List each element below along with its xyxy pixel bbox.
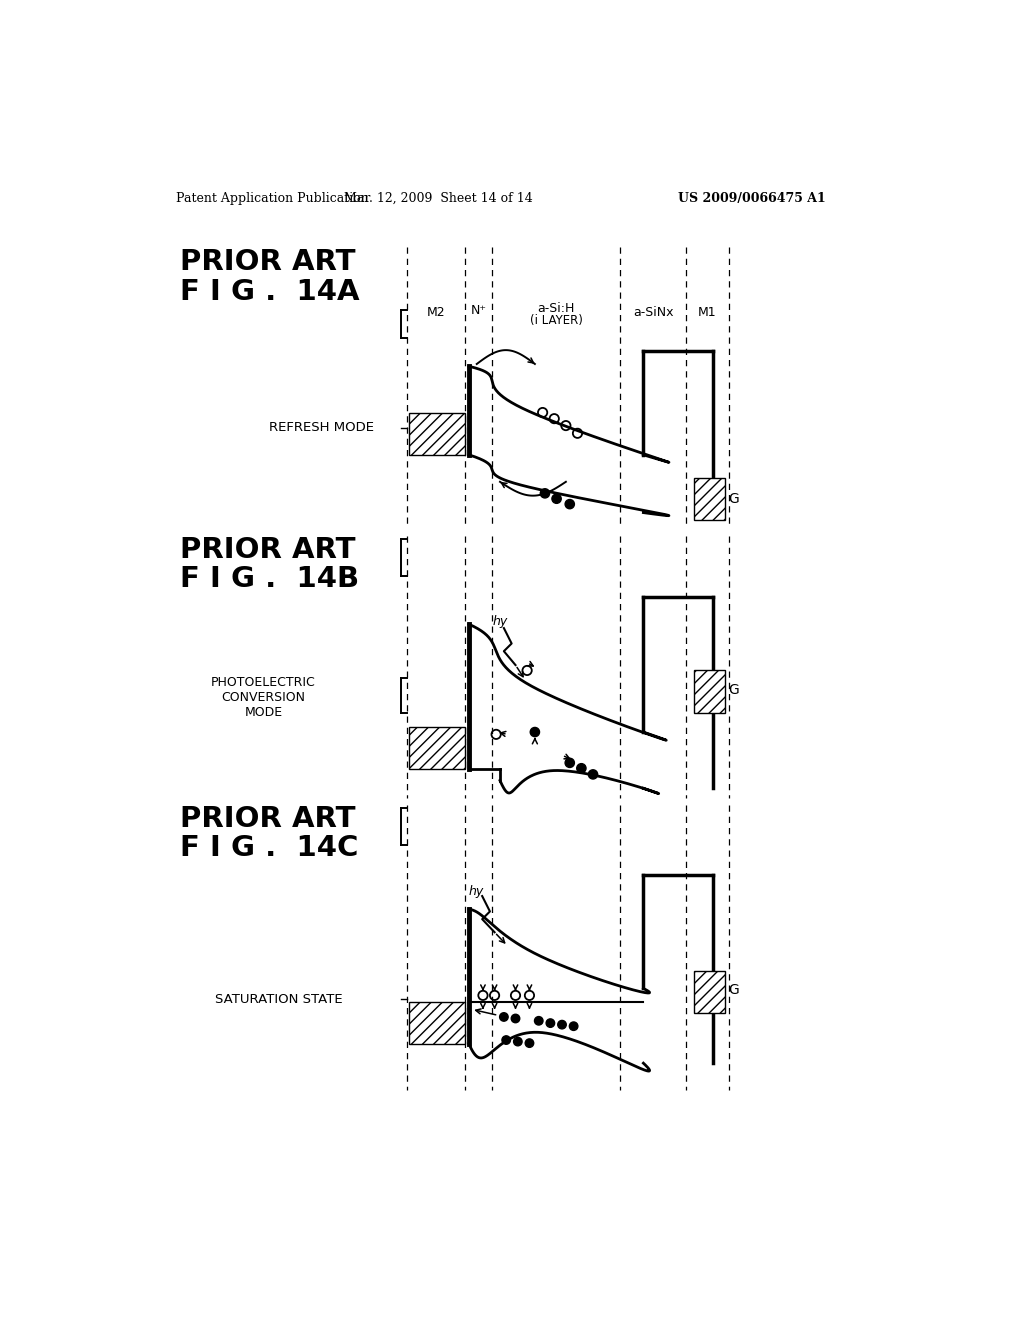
Text: PRIOR ART: PRIOR ART (180, 805, 355, 833)
Circle shape (552, 494, 561, 503)
Circle shape (535, 1016, 543, 1026)
Circle shape (558, 1020, 566, 1028)
Circle shape (569, 1022, 578, 1031)
Text: D: D (414, 1016, 423, 1028)
Text: hy: hy (493, 615, 508, 628)
Text: REFRESH MODE: REFRESH MODE (269, 421, 374, 434)
Text: (i LAYER): (i LAYER) (529, 314, 583, 326)
Text: G: G (729, 983, 739, 997)
Text: Mar. 12, 2009  Sheet 14 of 14: Mar. 12, 2009 Sheet 14 of 14 (344, 191, 532, 205)
Text: F I G .  14B: F I G . 14B (180, 565, 359, 593)
Circle shape (546, 1019, 555, 1027)
Text: D: D (414, 731, 423, 744)
Circle shape (577, 763, 586, 774)
Text: D: D (414, 421, 423, 434)
Circle shape (511, 1014, 520, 1023)
Circle shape (530, 727, 540, 737)
Bar (409, 412, 465, 455)
Bar (693, 478, 725, 520)
Text: a-SiNx: a-SiNx (633, 306, 674, 319)
Bar (409, 1002, 465, 1044)
Text: G: G (729, 492, 739, 506)
Text: F I G .  14A: F I G . 14A (180, 277, 359, 306)
Text: hy: hy (469, 884, 484, 898)
Circle shape (525, 1039, 534, 1047)
Circle shape (541, 488, 550, 498)
Text: SATURATION STATE: SATURATION STATE (215, 993, 343, 1006)
Circle shape (502, 1036, 510, 1044)
Text: M2: M2 (427, 306, 445, 319)
Text: PRIOR ART: PRIOR ART (180, 536, 355, 564)
Text: N⁺: N⁺ (471, 305, 486, 317)
Text: a-Si:H: a-Si:H (538, 302, 574, 315)
Bar (693, 970, 725, 1014)
Circle shape (500, 1012, 508, 1022)
Text: PHOTOELECTRIC
CONVERSION
MODE: PHOTOELECTRIC CONVERSION MODE (211, 676, 316, 719)
Circle shape (565, 758, 574, 767)
Circle shape (565, 499, 574, 508)
Text: G: G (729, 682, 739, 697)
Text: Patent Application Publication: Patent Application Publication (176, 191, 369, 205)
Text: PRIOR ART: PRIOR ART (180, 248, 355, 276)
Circle shape (514, 1038, 522, 1045)
Text: US 2009/0066475 A1: US 2009/0066475 A1 (678, 191, 826, 205)
Bar (409, 726, 465, 770)
Bar (693, 671, 725, 713)
Circle shape (589, 770, 598, 779)
Text: F I G .  14C: F I G . 14C (180, 834, 358, 862)
Text: M1: M1 (698, 306, 717, 319)
